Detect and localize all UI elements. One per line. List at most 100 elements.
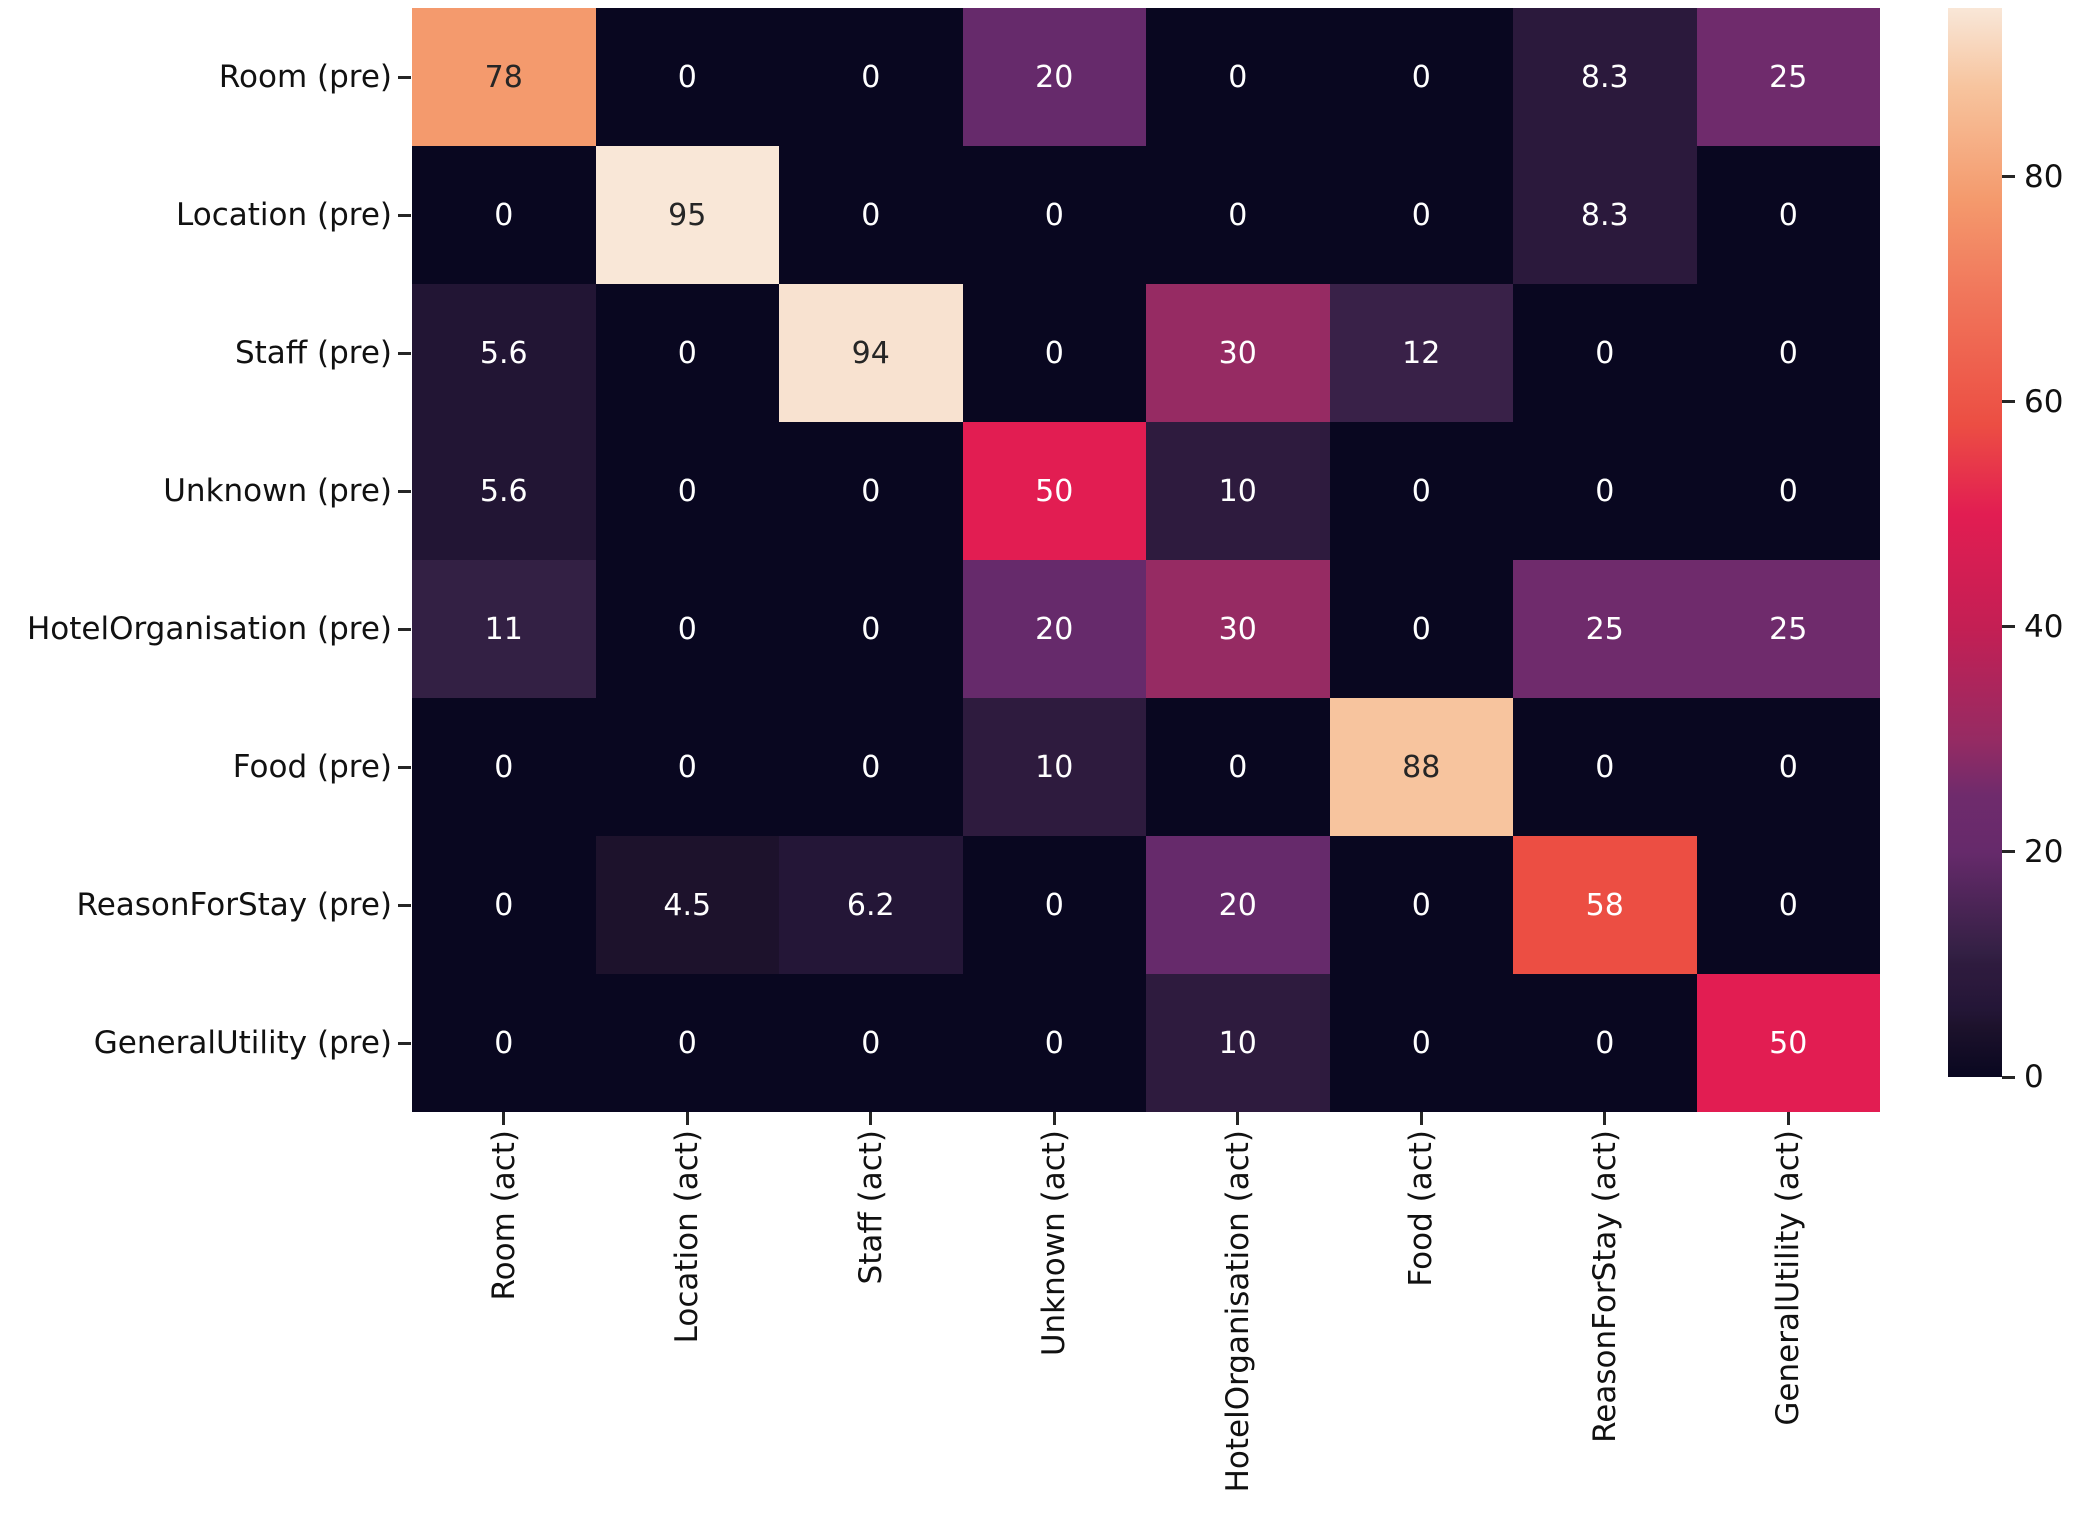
x-tick-mark bbox=[1052, 1112, 1056, 1125]
heatmap-cell: 0 bbox=[1329, 146, 1513, 284]
x-tick-mark bbox=[869, 1112, 873, 1125]
cell-value: 6.2 bbox=[846, 887, 895, 923]
x-tick-label-wrap: HotelOrganisation (act) bbox=[1220, 1130, 1256, 1526]
heatmap-cell: 0 bbox=[1696, 284, 1880, 422]
cell-value: 0 bbox=[861, 1025, 881, 1061]
x-tick-mark bbox=[1603, 1112, 1607, 1125]
cell-value: 0 bbox=[861, 611, 881, 647]
heatmap-cell: 12 bbox=[1329, 284, 1513, 422]
heatmap-cell: 11 bbox=[412, 560, 596, 698]
heatmap-cell: 0 bbox=[962, 974, 1146, 1112]
cell-value: 0 bbox=[494, 887, 514, 923]
cell-value: 0 bbox=[1411, 1025, 1431, 1061]
x-tick-label-wrap: Unknown (act) bbox=[1036, 1130, 1072, 1526]
cell-value: 0 bbox=[861, 197, 881, 233]
x-tick-label-wrap: ReasonForStay (act) bbox=[1587, 1130, 1623, 1526]
cell-value: 0 bbox=[1778, 197, 1798, 233]
cell-value: 0 bbox=[1411, 197, 1431, 233]
heatmap-cell: 0 bbox=[1513, 974, 1697, 1112]
heatmap-cell: 0 bbox=[595, 284, 779, 422]
heatmap-cell: 0 bbox=[1329, 974, 1513, 1112]
heatmap-cell: 0 bbox=[1513, 698, 1697, 836]
x-tick-mark bbox=[502, 1112, 506, 1125]
cell-value: 0 bbox=[677, 611, 697, 647]
heatmap-cell: 10 bbox=[1146, 974, 1330, 1112]
cell-value: 0 bbox=[861, 749, 881, 785]
y-tick-mark bbox=[398, 489, 411, 493]
y-tick-label: Staff (pre) bbox=[234, 335, 392, 371]
cell-value: 94 bbox=[851, 335, 890, 371]
cell-value: 0 bbox=[494, 197, 514, 233]
y-tick-label: Unknown (pre) bbox=[163, 473, 392, 509]
heatmap-cell: 20 bbox=[962, 560, 1146, 698]
x-tick-label: Food (act) bbox=[1403, 1130, 1440, 1287]
cell-value: 0 bbox=[1228, 59, 1248, 95]
cell-value: 20 bbox=[1218, 887, 1257, 923]
heatmap-cell: 58 bbox=[1513, 836, 1697, 974]
heatmap-cell: 25 bbox=[1696, 560, 1880, 698]
heatmap-cell: 0 bbox=[1146, 8, 1330, 146]
x-tick-label: ReasonForStay (act) bbox=[1586, 1130, 1623, 1443]
cell-value: 0 bbox=[1228, 197, 1248, 233]
x-tick-label-wrap: Staff (act) bbox=[853, 1130, 889, 1526]
y-tick-label: ReasonForStay (pre) bbox=[76, 887, 392, 923]
heatmap-cell: 0 bbox=[1329, 8, 1513, 146]
heatmap-grid: 78 0 0 20 0 0 8.3 25 0 95 0 0 0 0 8.3 0 5.6 0 94 0 30 12 0 0 5.6… bbox=[412, 8, 1880, 1112]
heatmap-cell: 0 bbox=[1329, 560, 1513, 698]
cell-value: 0 bbox=[494, 749, 514, 785]
heatmap-cell: 0 bbox=[779, 560, 963, 698]
y-tick-label: HotelOrganisation (pre) bbox=[26, 611, 392, 647]
heatmap-cell: 0 bbox=[1146, 146, 1330, 284]
y-tick-mark bbox=[398, 765, 411, 769]
colorbar-gradient bbox=[1948, 8, 2002, 1077]
heatmap-cell: 95 bbox=[595, 146, 779, 284]
heatmap-cell: 0 bbox=[1329, 836, 1513, 974]
cell-value: 30 bbox=[1218, 335, 1257, 371]
cell-value: 0 bbox=[494, 1025, 514, 1061]
cell-value: 0 bbox=[1411, 473, 1431, 509]
colorbar-tick-mark bbox=[2002, 175, 2015, 179]
cell-value: 0 bbox=[1595, 749, 1615, 785]
heatmap-cell: 0 bbox=[1146, 698, 1330, 836]
heatmap-cell: 30 bbox=[1146, 560, 1330, 698]
cell-value: 5.6 bbox=[479, 335, 528, 371]
colorbar-tick-mark bbox=[2002, 625, 2015, 629]
cell-value: 8.3 bbox=[1580, 59, 1629, 95]
y-tick-label: Location (pre) bbox=[176, 197, 392, 233]
x-tick-label: HotelOrganisation (act) bbox=[1219, 1130, 1256, 1493]
cell-value: 95 bbox=[668, 197, 707, 233]
cell-value: 0 bbox=[1044, 887, 1064, 923]
heatmap-cell: 0 bbox=[595, 560, 779, 698]
cell-value: 50 bbox=[1035, 473, 1074, 509]
cell-value: 0 bbox=[1411, 887, 1431, 923]
cell-value: 20 bbox=[1035, 611, 1074, 647]
cell-value: 0 bbox=[1595, 1025, 1615, 1061]
heatmap-cell: 0 bbox=[1513, 284, 1697, 422]
colorbar-tick-label: 40 bbox=[2024, 608, 2064, 645]
heatmap-cell: 0 bbox=[962, 284, 1146, 422]
colorbar-tick-label: 0 bbox=[2024, 1059, 2044, 1095]
cell-value: 0 bbox=[677, 59, 697, 95]
heatmap-cell: 78 bbox=[412, 8, 596, 146]
cell-value: 58 bbox=[1585, 887, 1624, 923]
x-tick-mark bbox=[1419, 1112, 1423, 1125]
heatmap-cell: 25 bbox=[1696, 8, 1880, 146]
x-tick-label-wrap: Food (act) bbox=[1403, 1130, 1439, 1526]
cell-value: 0 bbox=[1778, 473, 1798, 509]
cell-value: 0 bbox=[1411, 611, 1431, 647]
cell-value: 0 bbox=[677, 335, 697, 371]
cell-value: 25 bbox=[1769, 59, 1808, 95]
heatmap-cell: 94 bbox=[779, 284, 963, 422]
cell-value: 12 bbox=[1402, 335, 1441, 371]
cell-value: 20 bbox=[1035, 59, 1074, 95]
cell-value: 5.6 bbox=[479, 473, 528, 509]
heatmap-cell: 0 bbox=[962, 146, 1146, 284]
cell-value: 78 bbox=[484, 59, 523, 95]
cell-value: 0 bbox=[861, 59, 881, 95]
x-tick-mark bbox=[685, 1112, 689, 1125]
y-tick-mark bbox=[398, 627, 411, 631]
heatmap-cell: 50 bbox=[1696, 974, 1880, 1112]
x-tick-label: Room (act) bbox=[485, 1130, 522, 1301]
heatmap-cell: 0 bbox=[412, 698, 596, 836]
